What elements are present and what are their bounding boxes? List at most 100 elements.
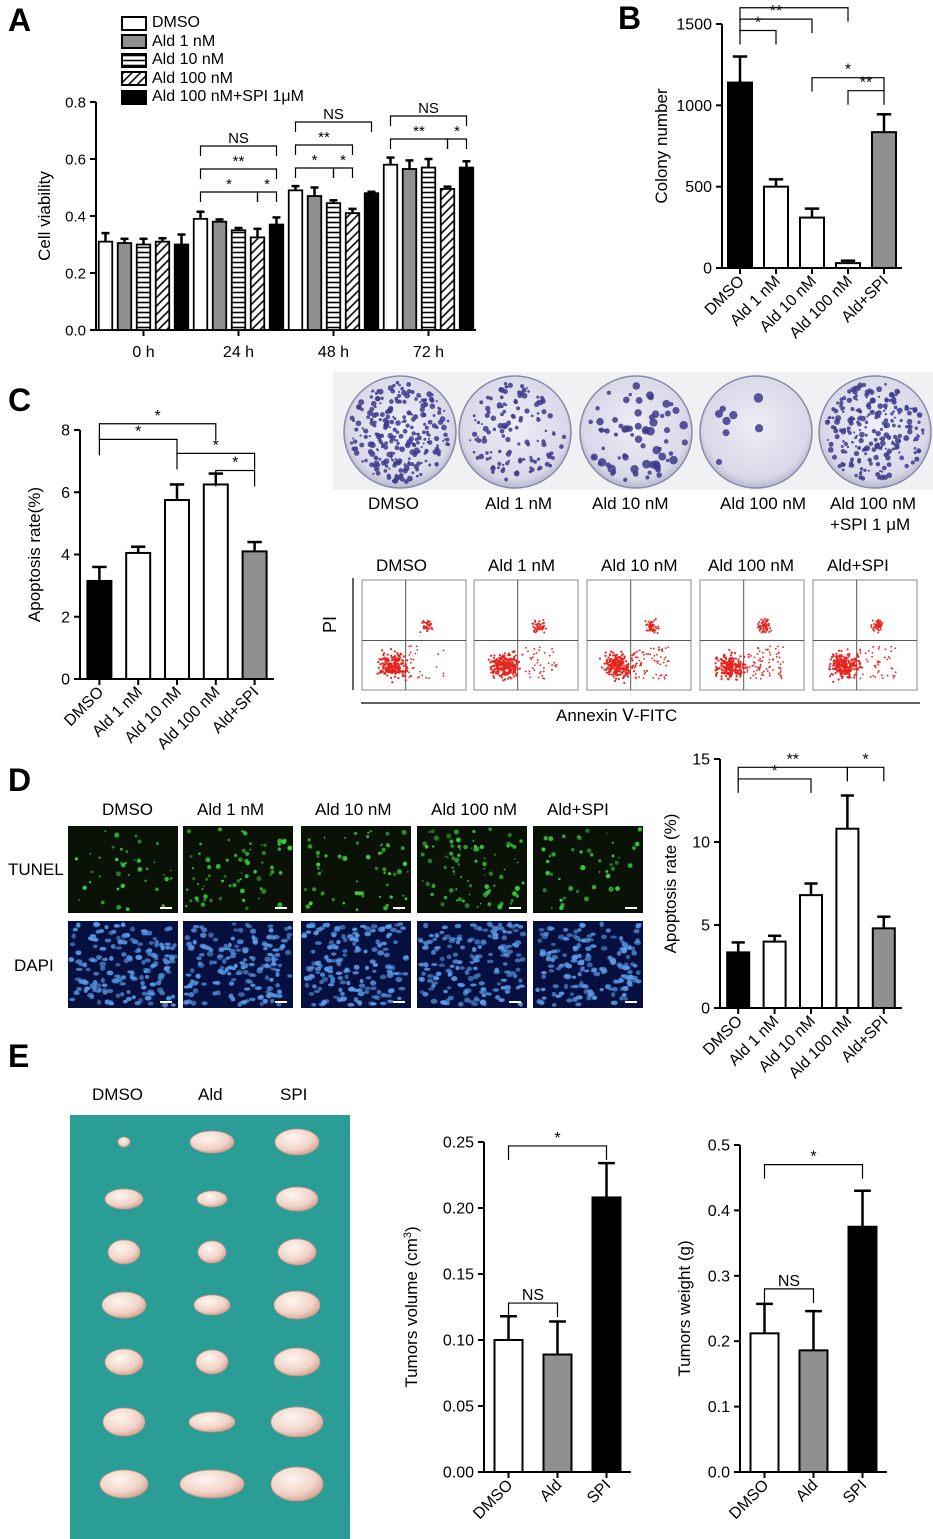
image-layer (68, 372, 933, 1539)
colony-dot (389, 399, 394, 404)
flow-event (726, 661, 729, 665)
flow-event (843, 656, 846, 659)
chart-b-y-tick-label: 1000 (676, 98, 712, 115)
flow-event (607, 656, 610, 659)
colony-dot (428, 463, 432, 467)
colony-dot (406, 438, 413, 445)
flow-event (766, 670, 769, 672)
colony-dot (393, 475, 400, 482)
tunel-nucleus (446, 856, 449, 859)
colony-label: DMSO (368, 494, 419, 513)
colony-dot (414, 397, 418, 401)
colony-dot (411, 442, 416, 447)
colony-dot (507, 382, 513, 388)
dapi-nucleus (506, 949, 514, 954)
colony-dot (909, 407, 912, 410)
dapi-nucleus (78, 979, 84, 984)
colony-dot (890, 418, 894, 423)
tunel-nucleus (192, 877, 196, 881)
dapi-nucleus (192, 924, 200, 929)
flow-event (638, 676, 640, 678)
dapi-nucleus (364, 965, 370, 971)
dapi-nucleus (106, 970, 114, 976)
flow-event (767, 624, 770, 627)
colony-dot (837, 463, 842, 469)
flow-event (513, 675, 516, 678)
colony-dot (830, 425, 835, 430)
dapi-nucleus (506, 930, 513, 934)
dapi-nucleus (327, 944, 333, 950)
flow-event (492, 674, 495, 678)
dapi-nucleus (421, 971, 426, 976)
colony-dot (369, 451, 376, 457)
tunel-nucleus (205, 878, 208, 881)
colony-dot (859, 467, 864, 471)
tunel-nucleus (449, 839, 454, 844)
flow-event (502, 671, 505, 674)
colony-dot (622, 453, 629, 461)
flow-event (554, 664, 556, 667)
dapi-nucleus (635, 923, 641, 929)
colony-dot (407, 460, 411, 464)
colony-dot (596, 417, 604, 426)
colony-dot (867, 413, 871, 417)
flow-event (830, 656, 834, 659)
dapi-nucleus (369, 959, 376, 964)
dapi-nucleus (566, 998, 573, 1003)
dapi-nucleus (254, 986, 261, 990)
chart-e1-bar (542, 1353, 573, 1474)
dapi-nucleus (576, 942, 582, 949)
chart-d-y-tick-label: 10 (692, 835, 710, 852)
colony-dot (858, 437, 864, 444)
dapi-nucleus (106, 988, 114, 994)
flow-event (735, 666, 738, 669)
flow-event (840, 649, 843, 653)
dapi-nucleus (101, 983, 108, 988)
colony-dot (383, 458, 390, 465)
flow-event (381, 662, 384, 665)
flow-event (777, 661, 779, 663)
flow-event (743, 655, 746, 659)
chart-a-significance-label: * (264, 176, 270, 193)
colony-dot (920, 428, 925, 432)
colony-dot (478, 453, 485, 460)
tunel-nucleus (223, 874, 227, 878)
chart-b-significance-label: * (845, 62, 851, 79)
tunel-nucleus (116, 887, 120, 891)
flow-event (412, 658, 415, 661)
colony-dot (432, 414, 436, 417)
tunel-nucleus (575, 889, 580, 894)
chart-a-significance-bracket (199, 191, 259, 202)
flow-event (720, 664, 723, 667)
dapi-nucleus (610, 935, 617, 939)
flow-event (759, 663, 762, 666)
flow-event (623, 674, 626, 677)
colony-dot (884, 398, 889, 403)
dapi-nucleus (583, 969, 590, 973)
dapi-nucleus (455, 965, 460, 971)
chart-c-bar (125, 551, 152, 680)
dapi-nucleus (464, 970, 470, 976)
chart-e1-y-tick-label: 0.05 (443, 1399, 474, 1416)
tunel-nucleus (585, 828, 590, 833)
tunel-nucleus (196, 899, 200, 903)
dapi-nucleus (95, 983, 102, 988)
dapi-nucleus (329, 980, 336, 984)
dapi-nucleus (633, 940, 641, 946)
chart-b-significance-label: * (755, 15, 761, 32)
dapi-nucleus (307, 976, 313, 981)
dapi-nucleus (517, 924, 524, 929)
flow-plot-title: DMSO (376, 556, 427, 575)
dapi-nucleus (438, 963, 445, 968)
colony-dot (880, 436, 886, 442)
tunel-nucleus (507, 832, 512, 838)
flow-event (655, 653, 658, 656)
legend-swatch (121, 15, 147, 31)
flow-x-label: Annexin Ⅴ-FITC (556, 706, 678, 725)
dapi-nucleus (563, 983, 569, 990)
chart-a-bar (249, 236, 266, 331)
colony-dot (376, 389, 380, 393)
tunel-nucleus (136, 858, 141, 863)
dapi-nucleus (486, 921, 493, 927)
flow-event (512, 665, 515, 668)
